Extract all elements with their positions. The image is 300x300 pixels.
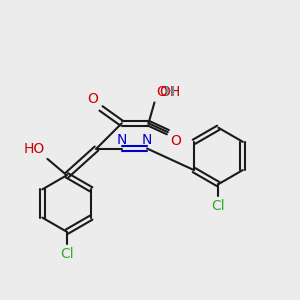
Text: H: H <box>164 85 175 100</box>
Text: HO: HO <box>23 142 44 156</box>
Text: N: N <box>117 133 127 147</box>
Text: OH: OH <box>159 85 180 100</box>
Text: N: N <box>142 133 152 147</box>
Text: O: O <box>170 134 181 148</box>
Text: Cl: Cl <box>60 247 74 261</box>
Text: O: O <box>156 85 167 100</box>
Text: Cl: Cl <box>212 199 225 213</box>
Text: O: O <box>88 92 99 106</box>
